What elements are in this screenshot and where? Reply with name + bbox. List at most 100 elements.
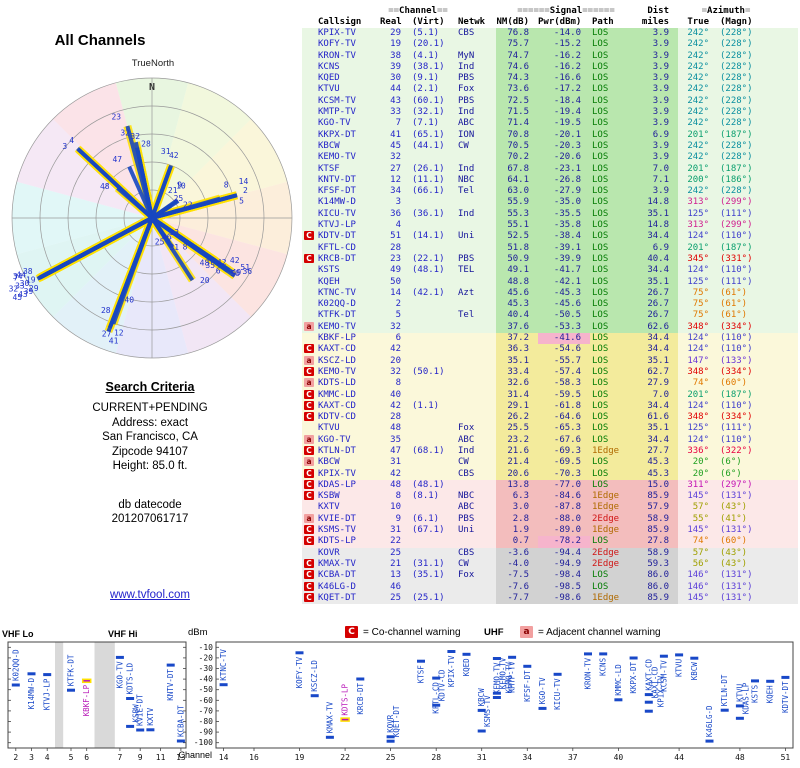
radar-channel-label: 25 xyxy=(174,194,184,203)
table-row: KQED 30 (9.1) PBS 74.3 -16.6 LOS 3.9 242° (228°) xyxy=(302,73,798,85)
table-row: C KDTV-DT 51 (14.1) Uni 52.5 -38.4 LOS 34.4 124° (… xyxy=(302,231,798,243)
dist-cell: 3.9 xyxy=(636,50,678,62)
dist-cell: 7.0 xyxy=(636,389,678,401)
dist-cell: 26.7 xyxy=(636,287,678,300)
path-cell: LOS xyxy=(590,174,636,187)
real-channel-cell: 38 xyxy=(390,50,401,61)
callsign-cell: KSTS xyxy=(318,265,340,276)
nm-cell: 51.8 xyxy=(496,242,538,254)
pwr-cell: -15.2 xyxy=(538,39,590,51)
real-channel-cell: 6 xyxy=(395,333,401,344)
network-cell: Ind xyxy=(458,445,475,456)
co-channel-warning-badge: C xyxy=(304,400,314,410)
table-row: KTNC-TV 14 (42.1) Azt 45.6 -45.3 LOS 26.7 75° (61… xyxy=(302,287,798,300)
dist-cell: 85.9 xyxy=(636,525,678,537)
table-row: C KEMO-TV 32 (50.1) 33.4 -57.4 LOS 62.7 348° (334… xyxy=(302,366,798,379)
pwr-cell: -39.9 xyxy=(538,253,590,266)
path-cell: LOS xyxy=(590,107,636,119)
dist-cell: 14.8 xyxy=(636,220,678,232)
dist-cell: 85.9 xyxy=(636,491,678,503)
nm-cell: 74.7 xyxy=(496,50,538,62)
table-row: a KVIE-DT 9 (6.1) PBS 2.8 -88.0 2Edge 58.9 55° (41… xyxy=(302,513,798,526)
station-marker xyxy=(27,672,36,676)
dist-cell: 3.9 xyxy=(636,152,678,164)
callsign-cell: KFTL-CD xyxy=(318,242,356,253)
network-cell: Fox xyxy=(458,570,475,581)
dist-cell: 34.4 xyxy=(636,434,678,446)
true-azimuth-cell: 348° xyxy=(687,366,709,377)
warning-cell: C xyxy=(302,231,316,242)
table-row: KRON-TV 38 (4.1) MyN 74.7 -16.2 LOS 3.9 242° (228… xyxy=(302,50,798,62)
pwr-cell: -42.1 xyxy=(538,276,590,288)
warning-cell: C xyxy=(302,412,316,423)
magnetic-azimuth-header: (Magn) xyxy=(720,17,753,27)
callsign-cell: KRCB-DT xyxy=(318,253,356,264)
warning-cell: C xyxy=(302,389,316,401)
radar-spoke xyxy=(125,217,154,284)
true-azimuth-cell: 75° xyxy=(692,310,709,321)
dist-cell: 3.9 xyxy=(636,39,678,51)
dbm-tick-label: -10 xyxy=(199,643,214,652)
dist-cell: 26.7 xyxy=(636,310,678,322)
pwr-cell: -67.6 xyxy=(538,434,590,446)
path-cell: LOS xyxy=(590,95,636,108)
virtual-channel-cell: (36.1) xyxy=(412,208,445,219)
pwr-cell: -19.4 xyxy=(538,107,590,119)
virtual-channel-cell: (38.1) xyxy=(412,61,445,72)
pwr-cell: -23.1 xyxy=(538,163,590,175)
tvfool-link[interactable]: www.tvfool.com xyxy=(110,589,190,601)
magnetic-azimuth-cell: (322°) xyxy=(720,445,753,456)
real-channel-cell: 32 xyxy=(390,152,401,163)
path-cell: LOS xyxy=(590,152,636,164)
magnetic-azimuth-cell: (334°) xyxy=(720,366,753,377)
radar-channel-label: 13 xyxy=(169,228,179,237)
magnetic-azimuth-cell: (110°) xyxy=(720,231,753,242)
path-cell: 1Edge xyxy=(590,525,636,537)
magnetic-azimuth-cell: (131°) xyxy=(720,525,753,536)
pwr-cell: -70.3 xyxy=(538,468,590,480)
magnetic-azimuth-cell: (228°) xyxy=(720,61,753,72)
dbm-tick-label: -70 xyxy=(199,706,214,715)
radar-channel-label: 32 xyxy=(130,132,140,141)
real-channel-cell: 27 xyxy=(390,163,401,174)
path-cell: LOS xyxy=(590,163,636,175)
radar-channel-label: 36 xyxy=(242,267,252,276)
callsign-cell: KMAX-TV xyxy=(318,558,356,569)
virtual-channel-cell: (25.1) xyxy=(412,592,445,603)
path-cell: LOS xyxy=(590,400,636,413)
channel-tick-label: 4 xyxy=(45,753,50,762)
station-marker xyxy=(11,683,20,687)
path-cell: 1Edge xyxy=(590,445,636,458)
station-marker xyxy=(166,663,175,667)
magnetic-azimuth-cell: (228°) xyxy=(720,186,753,197)
channel-tick-label: 3 xyxy=(29,753,34,762)
network-cell: Fox xyxy=(458,84,475,95)
dist-cell: 3.9 xyxy=(636,107,678,119)
radar-spoke xyxy=(116,186,154,220)
station-marker xyxy=(386,735,395,739)
real-channel-cell: 4 xyxy=(395,220,401,231)
dist-cell: 27.8 xyxy=(636,536,678,548)
path-cell: LOS xyxy=(590,208,636,221)
station-label: KGO-TV xyxy=(115,661,124,689)
miles-header: miles xyxy=(641,17,669,27)
pwr-cell: -19.5 xyxy=(538,118,590,130)
network-cell: PBS xyxy=(458,253,475,264)
table-row: C K46LG-D 46 -7.6 -98.5 LOS 86.0 146° (131°) xyxy=(302,581,798,593)
radar-channel-label: 32 xyxy=(9,285,19,294)
station-label: KEMO-TV xyxy=(504,661,513,693)
network-cell: MyN xyxy=(458,50,475,61)
real-channel-header: Real xyxy=(380,17,402,27)
path-header: Path xyxy=(592,17,614,27)
dist-cell: 35.1 xyxy=(636,276,678,288)
real-channel-cell: 32 xyxy=(390,321,401,332)
callsign-cell: KXTV xyxy=(318,502,340,513)
dist-cell: 7.0 xyxy=(636,163,678,175)
dbm-tick-label: -30 xyxy=(199,664,214,673)
pwr-cell: -98.5 xyxy=(538,581,590,593)
true-azimuth-cell: 124° xyxy=(687,265,709,276)
station-marker xyxy=(219,683,228,687)
table-row: C KSMS-TV 31 (67.1) Uni 1.9 -89.0 1Edge 85.9 145°… xyxy=(302,525,798,537)
radar-channel-label: 51 xyxy=(240,263,250,272)
